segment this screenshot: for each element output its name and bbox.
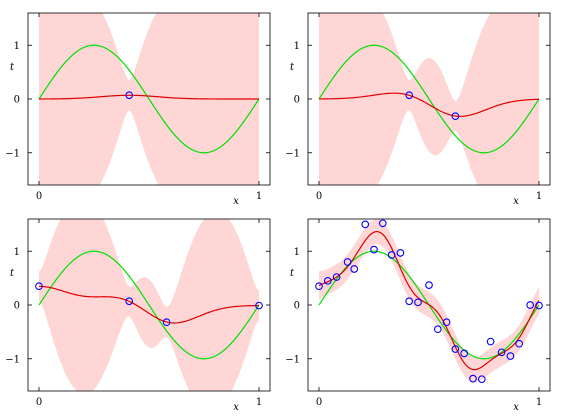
y-tick-label: 0 — [294, 301, 300, 312]
x-tick-label: 0 — [36, 191, 42, 202]
data-point — [405, 297, 414, 306]
data-point — [442, 318, 451, 327]
x-tick-label: 1 — [536, 397, 542, 408]
x-axis-label: x — [233, 402, 239, 413]
predictive-mean-line — [318, 231, 540, 371]
data-point — [370, 245, 378, 254]
data-point — [451, 112, 460, 121]
true-function-line — [318, 44, 540, 154]
y-tick-label: −1 — [285, 354, 300, 365]
data-point — [361, 220, 370, 229]
y-tick-label: 1 — [294, 41, 300, 52]
data-point — [315, 282, 323, 291]
data-point — [125, 91, 134, 100]
data-point — [350, 265, 359, 273]
data-point — [515, 339, 524, 348]
chart-panel-2: 1 0 −1 0 1 x t — [285, 12, 551, 207]
plot-area — [35, 219, 263, 391]
data-point — [433, 325, 442, 334]
uncertainty-band — [319, 219, 539, 383]
predictive-mean-line — [39, 94, 259, 100]
y-axis-label: t — [290, 62, 295, 73]
data-point — [497, 348, 506, 357]
data-point — [486, 337, 495, 346]
data-point — [378, 219, 387, 228]
data-point — [477, 375, 486, 384]
data-point — [125, 297, 134, 306]
data-point — [460, 349, 469, 358]
plot-area — [315, 219, 543, 384]
chart-panel-3: 1 0 −1 0 1 x t — [5, 218, 271, 413]
chart-panel-1: 1 0 −1 0 1 x t — [5, 12, 271, 207]
data-point — [332, 273, 341, 281]
data-point — [387, 251, 396, 259]
y-tick-label: −1 — [5, 354, 20, 365]
y-tick-label: 0 — [14, 95, 20, 106]
data-point — [396, 249, 405, 257]
data-point — [162, 318, 171, 327]
data-point — [469, 374, 477, 383]
y-tick-label: 0 — [294, 95, 300, 106]
y-tick-label: −1 — [285, 148, 300, 159]
predictive-mean-line — [318, 92, 540, 117]
data-point — [425, 281, 433, 289]
data-point — [323, 276, 332, 285]
data-point — [526, 301, 535, 309]
data-point — [414, 298, 422, 307]
true-function-line — [38, 44, 260, 154]
x-tick-label: 0 — [36, 397, 42, 408]
chart-panel-4: 1 0 −1 0 1 x t — [285, 218, 551, 413]
uncertainty-band — [39, 13, 259, 185]
y-axis-label: t — [10, 268, 15, 279]
true-function-line — [38, 250, 260, 360]
y-tick-label: 1 — [14, 41, 20, 52]
data-point — [535, 301, 543, 310]
data-point — [506, 352, 515, 360]
y-tick-label: 1 — [294, 247, 300, 258]
data-point — [255, 301, 263, 310]
y-tick-label: 0 — [14, 301, 20, 312]
data-point — [35, 282, 43, 291]
x-axis-label: x — [513, 402, 519, 413]
data-point — [343, 258, 352, 266]
x-tick-label: 1 — [256, 191, 262, 202]
y-axis-label: t — [290, 268, 295, 279]
y-axis-label: t — [10, 62, 15, 73]
x-tick-label: 0 — [316, 191, 322, 202]
plot-area — [38, 13, 260, 185]
data-point — [405, 91, 414, 100]
x-axis-label: x — [233, 196, 239, 207]
x-tick-label: 1 — [536, 191, 542, 202]
predictive-mean-line — [38, 285, 260, 324]
x-tick-label: 1 — [256, 397, 262, 408]
x-axis-label: x — [513, 196, 519, 207]
y-tick-label: 1 — [14, 247, 20, 258]
plot-area — [318, 13, 540, 185]
y-tick-label: −1 — [5, 148, 20, 159]
data-point — [451, 345, 460, 353]
x-tick-label: 0 — [316, 397, 322, 408]
